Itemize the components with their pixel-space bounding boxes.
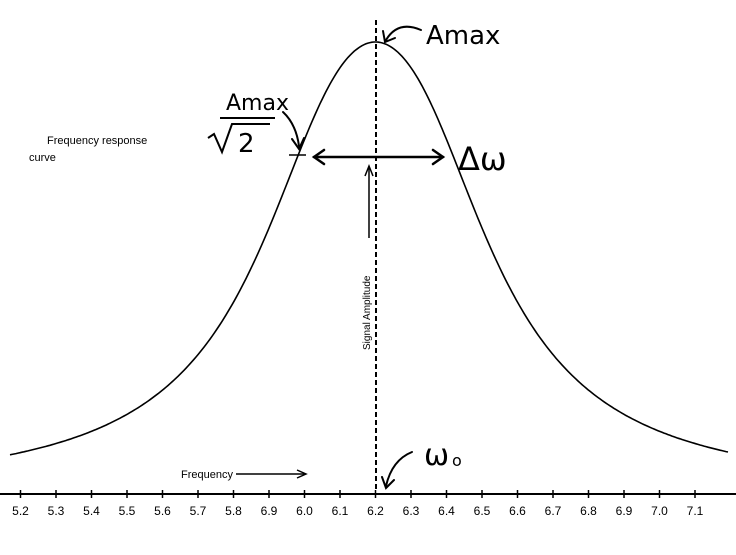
peak-label: Amax xyxy=(426,21,500,51)
bandwidth-label: Δω xyxy=(458,140,507,178)
x-tick-label: 5.5 xyxy=(119,504,136,518)
x-tick-label: 5.4 xyxy=(83,504,100,518)
frequency-arrow xyxy=(236,469,308,479)
x-tick-label: 5.7 xyxy=(190,504,207,518)
x-axis-ticks: 5.2 5.3 5.4 5.5 5.6 5.7 5.8 6.9 6.0 6.1 6.2 6.3 6.4 6… xyxy=(12,490,704,518)
half-power-numerator: Amax xyxy=(226,91,289,116)
peak-arrow xyxy=(382,25,422,44)
x-tick-label: 6.8 xyxy=(580,504,597,518)
x-tick-label: 7.0 xyxy=(651,504,668,518)
x-tick-label: 6.3 xyxy=(403,504,420,518)
legend-line: curve xyxy=(29,152,56,164)
amplitude-arrow xyxy=(364,163,374,238)
x-tick-label: 6.4 xyxy=(438,504,455,518)
x-tick-label: 6.9 xyxy=(616,504,633,518)
x-tick-label: 6.1 xyxy=(332,504,349,518)
radical-sign xyxy=(207,123,270,155)
resonant-subscript: o xyxy=(452,451,462,470)
x-tick-label: 5.2 xyxy=(12,504,29,518)
x-tick-label: 5.3 xyxy=(48,504,65,518)
half-power-arrow xyxy=(282,111,305,152)
x-tick-label: 6.0 xyxy=(296,504,313,518)
x-tick-label: 5.8 xyxy=(225,504,242,518)
legend-text: Frequency response curve xyxy=(29,135,147,164)
bandwidth-arrow xyxy=(311,148,446,166)
legend-line: Frequency response xyxy=(47,135,147,147)
x-tick-label: 6.5 xyxy=(474,504,491,518)
y-axis-label: Signal Amplitude xyxy=(362,275,373,350)
x-tick-label: 6.7 xyxy=(545,504,562,518)
x-axis-label: Frequency xyxy=(181,469,233,481)
response-curve xyxy=(9,41,729,456)
x-tick-label: 6.6 xyxy=(509,504,526,518)
resonant-label: ω xyxy=(424,438,449,473)
x-tick-label: 6.9 xyxy=(261,504,278,518)
x-tick-label: 5.6 xyxy=(154,504,171,518)
half-power-radical: 2 xyxy=(238,129,255,159)
resonant-arrow xyxy=(381,451,413,490)
x-tick-label: 6.2 xyxy=(367,504,384,518)
x-tick-label: 7.1 xyxy=(687,504,704,518)
